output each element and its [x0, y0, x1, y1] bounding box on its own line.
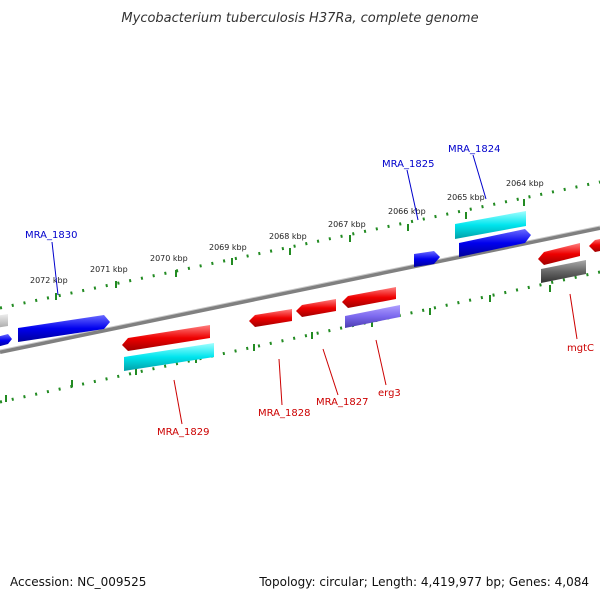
outer-dotted-track: [0, 180, 600, 310]
kbp-label-2068: 2068 kbp: [269, 232, 307, 241]
genome-summary-text: Topology: circular; Length: 4,419,977 bp…: [258, 575, 589, 589]
accession-text: Accession: NC_009525: [10, 575, 146, 589]
kbp-label-2072: 2072 kbp: [30, 276, 68, 285]
label-leader-lines: [51, 154, 578, 425]
label-mra-1824[interactable]: MRA_1824: [448, 144, 500, 155]
label-mra-1827[interactable]: MRA_1827: [316, 397, 368, 408]
map-title: Mycobacterium tuberculosis H37Ra, comple…: [121, 11, 478, 26]
inner-major-ticks: [5, 285, 551, 402]
leader-mra-1829: [173, 379, 183, 425]
leader-erg3: [375, 339, 387, 386]
feature-mgtc-gray[interactable]: [541, 260, 586, 283]
leader-mra-1830: [51, 241, 59, 296]
gene-mra-1828[interactable]: [249, 309, 292, 327]
gene-mra-1824-cds[interactable]: [455, 211, 526, 239]
leader-mra-1827: [322, 348, 339, 396]
label-mra-1828[interactable]: MRA_1828: [258, 408, 310, 419]
outer-tick-track: 2072 kbp 2071 kbp 2070 kbp 2069 kbp 2068…: [0, 179, 600, 310]
kbp-label-2071: 2071 kbp: [90, 265, 128, 274]
gene-red-edge[interactable]: [589, 238, 600, 252]
leader-mra-1824: [472, 154, 487, 200]
kbp-label-2064: 2064 kbp: [506, 179, 544, 188]
gene-mra-1825[interactable]: [414, 251, 440, 267]
reverse-strand-genes: [122, 238, 600, 371]
gene-erg3[interactable]: [342, 287, 396, 308]
label-mra-1825[interactable]: MRA_1825: [382, 159, 434, 170]
gene-mra-1829-cds[interactable]: [124, 343, 214, 371]
label-mgtc[interactable]: mgtC: [567, 343, 594, 354]
label-mra-1829[interactable]: MRA_1829: [157, 427, 209, 438]
forward-strand-genes: [0, 211, 531, 347]
inner-dotted-track: [0, 270, 600, 404]
kbp-label-2066: 2066 kbp: [388, 207, 426, 216]
genome-backbone: [0, 226, 600, 354]
kbp-label-2069: 2069 kbp: [209, 243, 247, 252]
gene-mgtc[interactable]: [538, 243, 580, 265]
gene-mra-1824[interactable]: [459, 229, 531, 257]
label-erg3[interactable]: erg3: [378, 388, 401, 399]
leader-mra-1825: [406, 169, 419, 221]
leader-mgtc: [569, 293, 578, 340]
gene-labels: MRA_1830 MRA_1825 MRA_1824 MRA_1829 MRA_…: [25, 144, 594, 438]
leader-mra-1828: [278, 358, 283, 406]
gene-blue-edge[interactable]: [0, 334, 12, 347]
kbp-label-2070: 2070 kbp: [150, 254, 188, 263]
gene-mra-1827[interactable]: [296, 299, 336, 317]
inner-tick-track: [0, 270, 600, 404]
feature-erg3-purple[interactable]: [345, 305, 400, 328]
outer-major-ticks: [55, 199, 525, 300]
gene-mra-1829[interactable]: [122, 325, 210, 351]
kbp-label-2065: 2065 kbp: [447, 193, 485, 202]
gene-mra-1830[interactable]: [18, 315, 110, 342]
label-mra-1830[interactable]: MRA_1830: [25, 230, 77, 241]
gene-gray-edge[interactable]: [0, 314, 8, 328]
kbp-label-2067: 2067 kbp: [328, 220, 366, 229]
